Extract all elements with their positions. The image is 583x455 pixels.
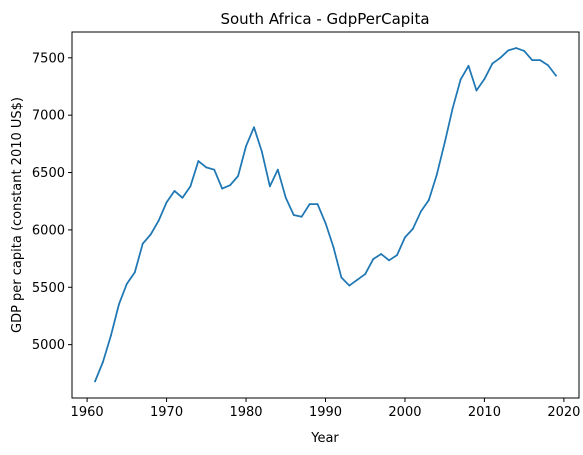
x-tick-label-2020: 2020 — [547, 405, 580, 420]
data-point-2000 — [404, 236, 406, 239]
data-point-1991 — [332, 246, 335, 249]
series-line-0 — [94, 47, 557, 383]
x-tick-label-2000: 2000 — [388, 405, 421, 420]
data-point-1976 — [213, 168, 216, 171]
plot-area — [94, 47, 557, 383]
y-tick-label-7000: 7000 — [32, 109, 65, 124]
data-point-1972 — [181, 196, 184, 199]
data-point-2018 — [547, 64, 549, 67]
data-point-1971 — [173, 190, 176, 192]
x-tick-label-1970: 1970 — [150, 405, 183, 420]
y-tick-label-7500: 7500 — [32, 51, 65, 66]
data-point-1979 — [237, 175, 239, 177]
data-point-1989 — [316, 203, 319, 206]
plot-frame — [71, 31, 580, 399]
data-point-1993 — [348, 284, 351, 287]
data-point-2007 — [459, 78, 462, 81]
data-point-1982 — [261, 151, 263, 153]
x-tick-label-1960: 1960 — [71, 405, 104, 420]
data-point-2014 — [515, 47, 518, 49]
data-point-1966 — [133, 271, 136, 274]
data-point-1962 — [102, 360, 104, 363]
data-point-1988 — [308, 203, 311, 206]
data-point-2009 — [475, 89, 478, 92]
data-point-1975 — [205, 166, 208, 169]
data-point-2015 — [523, 50, 526, 52]
chart-title: South Africa - GdpPerCapita — [220, 10, 429, 28]
data-point-1963 — [110, 334, 112, 337]
y-axis-label: GDP per capita (constant 2010 US$) — [10, 97, 25, 333]
x-tick-label-2010: 2010 — [468, 405, 501, 420]
y-tick-label-5000: 5000 — [32, 338, 65, 353]
data-point-2004 — [435, 173, 438, 176]
data-point-1974 — [197, 160, 200, 162]
data-point-2016 — [531, 59, 534, 62]
data-point-2017 — [539, 59, 541, 62]
x-tick-label-1980: 1980 — [229, 405, 262, 420]
data-point-1964 — [117, 303, 120, 306]
data-point-1992 — [340, 276, 343, 279]
data-point-2008 — [467, 64, 470, 67]
data-point-1977 — [221, 187, 224, 190]
y-tick-label-5500: 5500 — [32, 281, 65, 296]
data-point-2013 — [507, 49, 510, 52]
data-point-1994 — [356, 278, 359, 281]
data-point-1969 — [157, 219, 160, 222]
data-point-1967 — [141, 242, 144, 245]
data-point-2019 — [555, 74, 557, 77]
data-point-1987 — [300, 215, 303, 218]
data-point-2005 — [443, 141, 446, 144]
data-point-1978 — [229, 184, 232, 187]
data-point-1965 — [125, 282, 128, 285]
data-point-1980 — [245, 145, 247, 148]
data-point-1995 — [364, 273, 367, 275]
y-axis: 5000 5500 6000 6500 7000 7500 — [32, 51, 72, 353]
data-point-2010 — [483, 78, 486, 80]
x-axis-label: Year — [310, 431, 339, 446]
data-point-2002 — [419, 210, 422, 213]
data-point-2001 — [412, 227, 414, 230]
data-point-1983 — [268, 185, 271, 188]
data-point-1968 — [149, 233, 152, 236]
data-point-2003 — [427, 199, 430, 201]
y-tick-label-6000: 6000 — [32, 223, 65, 238]
x-axis: 1960 1970 1980 1990 2000 2010 2020 — [71, 398, 580, 420]
data-point-1986 — [292, 214, 295, 216]
data-point-1996 — [372, 258, 375, 261]
data-point-1961 — [94, 380, 96, 383]
data-point-2012 — [499, 56, 502, 59]
data-point-1990 — [324, 222, 327, 224]
x-tick-label-1990: 1990 — [309, 405, 342, 420]
data-point-1984 — [276, 168, 279, 171]
data-point-1973 — [189, 185, 192, 188]
data-point-2011 — [491, 62, 494, 65]
y-tick-label-6500: 6500 — [32, 166, 65, 181]
data-point-1970 — [165, 201, 168, 204]
data-point-1997 — [380, 253, 383, 255]
data-point-1999 — [396, 254, 398, 257]
data-point-1985 — [284, 196, 287, 199]
data-point-1981 — [253, 126, 255, 129]
data-point-1998 — [388, 259, 390, 262]
data-point-2006 — [451, 107, 454, 110]
